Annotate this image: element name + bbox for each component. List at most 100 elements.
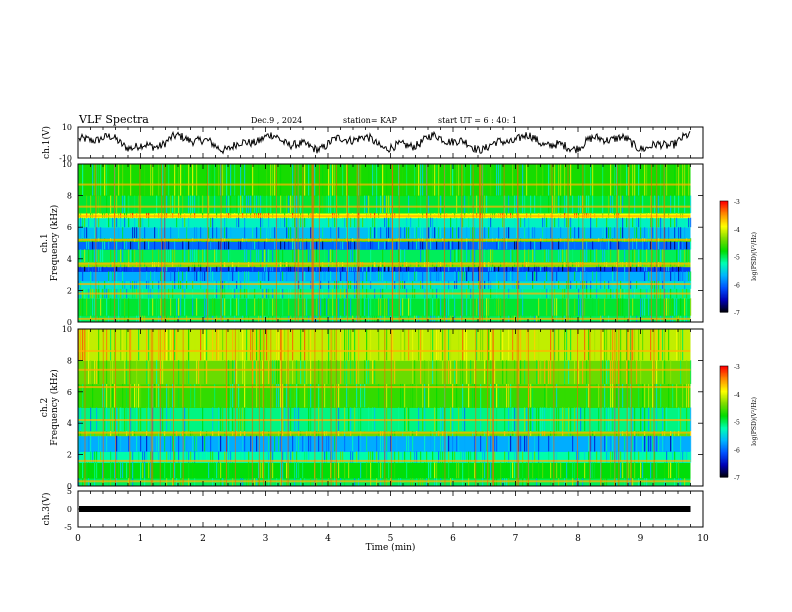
ch2-spectrogram-streak [186,435,188,452]
ch1-spectrogram-streak [86,298,88,316]
ch2-spectrogram-colorbar-cell [720,413,728,416]
ch1-spectrogram-streak [420,249,422,262]
ch2-spectrogram-streak [92,451,94,463]
ch2-spectrogram-streak [90,360,92,384]
ch2-spectrogram-streak [662,435,664,452]
ch2-spectrogram-streak [624,451,626,463]
ch1-spectrogram-streak [206,164,208,196]
ch1-spectrogram-streak [124,266,126,272]
ch1-spectrogram-streak [416,241,418,250]
ch1-spectrogram-streak [678,227,680,239]
ch1-spectrogram-streak [128,298,130,316]
ch2-spectrogram-streak [204,451,206,463]
ch1-spectrogram-streak [500,164,502,196]
ch2-spectrogram-streak [166,383,168,408]
ch1-spectrogram-streak [610,241,612,250]
ch1-spectrogram-streak [586,195,588,213]
ch1-spectrogram-streak [590,227,592,239]
ch1-spectrogram-spike [461,164,463,322]
ch1-spectrogram-streak [474,217,476,228]
ch1-spectrogram-streak [264,298,266,316]
ch2-spectrogram-streak [596,451,598,463]
ch1-spectrogram-spike [139,164,141,322]
ch1-spectrogram-streak [216,249,218,262]
ch2-spectrogram-spike [516,329,518,486]
ch1-spectrogram-streak [532,271,534,281]
ch1-spectrogram-streak [512,249,514,262]
ch1-spectrogram-streak [580,298,582,316]
ch1-spectrogram-streak [292,217,294,228]
ch2-spectrogram-streak [524,435,526,452]
ch1-spectrogram-streak [632,164,634,196]
ch1-spectrogram-streak [476,195,478,213]
y-tick-label: 6 [67,223,72,232]
ch1-spectrogram-streak [144,241,146,250]
ch2-spectrogram-streak [194,435,196,452]
ch1-spectrogram-streak [384,217,386,228]
ch2-spectrogram-streak [480,329,482,361]
ch1-spectrogram-streak [602,164,604,196]
ch2-spectrogram-spike [335,329,337,486]
ch2-spectrogram-streak [482,329,484,361]
ch1-spectrogram-streak [94,217,96,228]
ch2-spectrogram-streak [456,462,458,479]
ch2-spectrogram-streak [100,451,102,463]
ch1-spectrogram-streak [364,195,366,213]
ch2-spectrogram-streak [498,435,500,452]
ch1-spectrogram-streak [660,164,662,196]
ch2-spectrogram-streak [486,435,488,452]
ch1-spectrogram-streak [440,266,442,272]
ch1-spectrogram-spike [311,164,313,322]
ch1-spectrogram-streak [380,271,382,281]
ch1-spectrogram-streak [214,164,216,196]
ch2-spectrogram-streak [448,435,450,452]
ch1-spectrogram-streak [554,217,556,228]
ch1-spectrogram-streak [266,271,268,281]
ch1-spectrogram-streak [334,164,336,196]
ch2-spectrogram-streak [236,360,238,384]
ch1-spectrogram-colorbar-cell [720,302,728,305]
ch1-spectrogram-streak [274,164,276,196]
ch2-spectrogram-streak [272,360,274,384]
ch1-spectrogram-streak [388,217,390,228]
ch2-spectrogram-streak [396,435,398,452]
ch1-spectrogram-streak [208,195,210,213]
ch2-spectrogram-streak [278,435,280,452]
ch2-spectrogram-colorbar-cell [720,450,728,453]
ch1-spectrogram-streak [178,195,180,213]
ch1-spectrogram-streak [596,249,598,262]
ch1-spectrogram-streak [686,271,688,281]
ch1-spectrogram-streak [450,217,452,228]
ch1-spectrogram-streak [206,241,208,250]
ch1-spectrogram-streak [250,249,252,262]
ch1-spectrogram-streak [274,298,276,316]
ch1-spectrogram-streak [416,195,418,213]
ch1-spectrogram-streak [642,298,644,316]
ch1-spectrogram-streak [284,217,286,228]
ch1-spectrogram-streak [666,298,668,316]
ch1-spectrogram-streak [688,249,690,262]
x-tick-label: 9 [638,534,644,544]
ch1-spectrogram-streak [678,271,680,281]
ch1-spectrogram-spike [311,164,313,322]
ch1-spectrogram-streak [118,227,120,239]
ch2-spectrogram-streak [190,451,192,463]
ch2-spectrogram-streak [204,435,206,452]
ch2-spectrogram-streak [80,435,82,452]
ch2-spectrogram-streak [140,383,142,408]
ch2-spectrogram-streak [458,462,460,479]
ch2-spectrogram-band [78,360,691,385]
ch2-spectrogram-spike [84,329,86,486]
ch1-spectrogram-line [78,205,691,208]
ch2-spectrogram-colorbar-cell [720,388,728,391]
ch2-spectrogram-streak [214,383,216,408]
ch2-spectrogram-colorbar-cell [720,427,728,430]
ch1-spectrogram-streak [320,195,322,213]
ch1-spectrogram-streak [238,195,240,213]
ch1-spectrogram-streak [462,249,464,262]
ch2-spectrogram-streak [344,360,346,384]
ch1-spectrogram-streak [350,241,352,250]
ch2-spectrogram-streak [348,383,350,408]
ch2-spectrogram-streak [480,462,482,479]
ch1-spectrogram-streak [170,298,172,316]
